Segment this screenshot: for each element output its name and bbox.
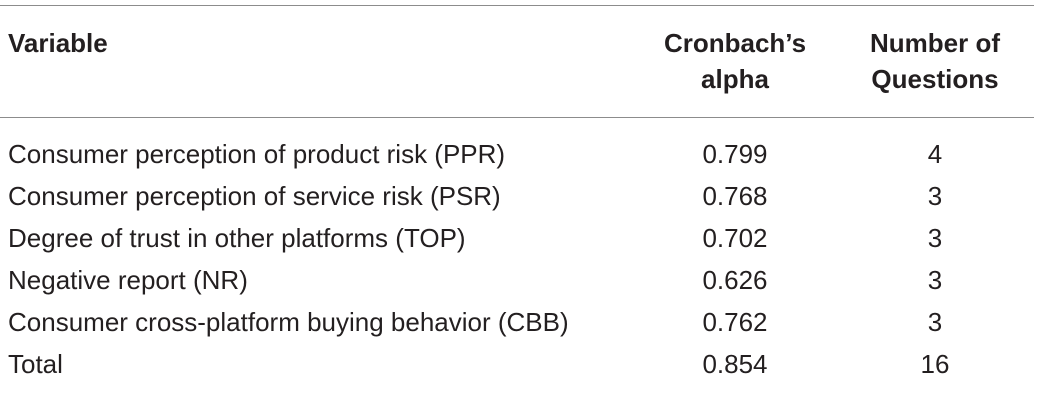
table-row: Consumer perception of product risk (PPR… <box>0 133 1040 175</box>
variable-cell: Negative report (NR) <box>8 264 248 295</box>
variable-cell: Total <box>8 348 63 379</box>
question-count-cell: 4 <box>927 138 943 169</box>
header-count-line-2: Questions <box>871 64 999 94</box>
variable-cell: Consumer cross-platform buying behavior … <box>8 306 569 337</box>
question-count-cell: 16 <box>920 348 950 379</box>
question-count-cell: 3 <box>927 180 943 211</box>
table-body: Consumer perception of product risk (PPR… <box>0 133 1040 385</box>
alpha-cell: 0.626 <box>702 264 768 295</box>
header-variable: Variable <box>8 25 108 61</box>
alpha-cell: 0.702 <box>702 222 768 253</box>
table-row: Consumer perception of service risk (PSR… <box>0 175 1040 217</box>
alpha-cell: 0.768 <box>702 180 768 211</box>
header-cronbach-alpha: Cronbach’s alpha <box>640 25 830 97</box>
top-rule <box>0 5 1034 6</box>
table-row: Consumer cross-platform buying behavior … <box>0 301 1040 343</box>
variable-cell: Degree of trust in other platforms (TOP) <box>8 222 466 253</box>
header-count-line-1: Number of <box>870 28 1000 58</box>
header-alpha-line-1: Cronbach’s <box>663 28 807 58</box>
variable-cell: Consumer perception of service risk (PSR… <box>8 180 501 211</box>
table-row: Negative report (NR) 0.626 3 <box>0 259 1040 301</box>
header-variable-label: Variable <box>8 28 108 58</box>
question-count-cell: 3 <box>927 222 943 253</box>
question-count-cell: 3 <box>927 264 943 295</box>
alpha-cell: 0.854 <box>702 348 768 379</box>
variable-cell: Consumer perception of product risk (PPR… <box>8 138 506 169</box>
header-number-of-questions: Number of Questions <box>830 25 1040 97</box>
question-count-cell: 3 <box>927 306 943 337</box>
table-row: Degree of trust in other platforms (TOP)… <box>0 217 1040 259</box>
alpha-cell: 0.799 <box>702 138 768 169</box>
table-row-total: Total 0.854 16 <box>0 343 1040 385</box>
header-rule <box>0 117 1034 118</box>
header-alpha-line-2: alpha <box>701 64 769 94</box>
alpha-cell: 0.762 <box>702 306 768 337</box>
